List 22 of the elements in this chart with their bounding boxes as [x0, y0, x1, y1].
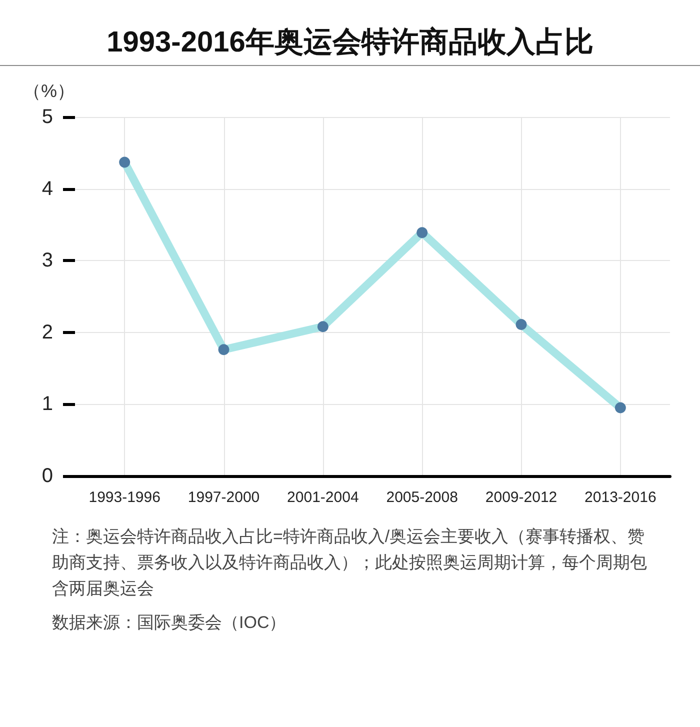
y-tick-label: 3: [42, 250, 53, 272]
y-tick-label: 1: [42, 393, 53, 416]
y-tick-label: 2: [42, 321, 53, 344]
source-note: 数据来源：国际奥委会（IOC）: [52, 612, 288, 634]
x-tick-label: 2013-2016: [584, 489, 656, 506]
point: [218, 344, 230, 356]
point: [614, 402, 626, 414]
x-tick-label: 1993-1996: [88, 489, 160, 506]
y-tick-label: 5: [42, 106, 53, 128]
text: 注：奥运会特许商品收入占比=特许商品收入/奥运会主要收入（赛事转播权、赞助商支持、票务收入以及特许商品收入）；此处按照奥运周期计算，每个周期包含两届奥运会: [52, 526, 648, 600]
point: [416, 227, 428, 238]
x-tick-label: 2009-2012: [485, 489, 558, 506]
point: [516, 319, 527, 330]
x-tick-label: 2005-2008: [386, 489, 458, 506]
point: [317, 321, 328, 332]
y-tick-label: 0: [42, 465, 53, 487]
x-tick-label: 1997-2000: [188, 489, 260, 506]
point: [119, 156, 130, 168]
x-tick-label: 2001-2004: [287, 489, 359, 506]
y-tick-label: 4: [42, 178, 53, 200]
chart-title: 1993-2016年奥运会特许商品收入占比: [106, 26, 594, 58]
y-axis-title: （%）: [22, 81, 75, 101]
